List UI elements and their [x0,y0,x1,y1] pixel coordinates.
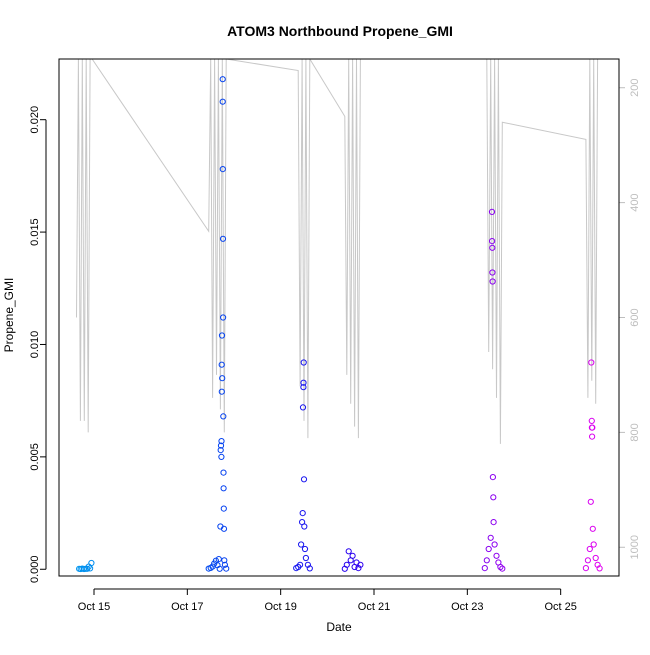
data-point [587,498,594,505]
x-tick-label: Oct 19 [264,601,296,613]
data-point [489,278,496,285]
data-point [490,519,497,526]
data-point [223,565,230,572]
data-point [584,557,592,564]
data-point [218,361,225,368]
x-tick-label: Oct 15 [78,601,110,613]
data-point [490,494,497,501]
chart-title: ATOM3 Northbound Propene_GMI [227,23,453,39]
data-point [485,545,492,553]
data-point [489,244,496,251]
data-point [483,557,490,564]
data-point [219,235,227,242]
data-point [219,98,226,105]
data-point [489,269,496,276]
data-point [489,238,496,245]
data-point [220,485,227,492]
data-point [301,523,308,530]
data-point [302,554,309,562]
y2-tick-label: 1000 [629,535,641,559]
data-point [217,442,225,449]
y-tick-label: 0.015 [29,218,41,246]
data-point [300,359,307,366]
x-tick-label: Oct 17 [171,601,203,613]
data-point [218,388,225,395]
data-point [301,545,309,553]
pressure-trace-layer [76,59,599,444]
y-tick-label: 0.010 [29,331,41,359]
y-axis-label: Propene_GMI [2,278,16,353]
data-point [355,565,362,572]
data-point [299,509,306,517]
data-point [588,417,595,424]
x-tick-label: Oct 25 [544,601,576,613]
data-point [590,541,597,548]
data-point [217,447,224,454]
data-point [589,433,596,440]
data-point [216,565,223,572]
data-point [357,561,364,568]
data-point [298,541,305,548]
y2-tick-label: 400 [629,193,641,211]
y-tick-label: 0.020 [29,106,41,134]
data-point [491,541,498,548]
points-layer [76,76,603,573]
data-point [220,505,227,512]
data-point [304,561,311,568]
y-tick-label: 0.005 [29,443,41,471]
data-point [345,548,352,555]
x-tick-label: Oct 23 [451,601,483,613]
pressure-line [76,59,599,444]
data-point [219,76,226,83]
data-point [220,413,227,420]
data-point [592,554,599,562]
data-point [588,359,595,366]
data-point [300,476,308,483]
data-point [221,557,228,564]
axes-layer: Oct 15 Oct 17 Oct 19 Oct 21 Oct 23 Oct 25 0.00… [29,79,641,614]
data-point [299,404,307,411]
data-point [586,545,593,553]
data-point [219,166,226,173]
data-point [215,556,222,563]
data-point [499,565,506,572]
x-axis-label: Date [326,620,352,634]
data-point [349,552,356,559]
data-point [497,563,504,571]
data-point [481,565,488,572]
data-point [596,565,603,572]
data-point [219,375,226,382]
data-point [589,525,596,532]
data-point [589,424,596,431]
y2-tick-label: 200 [629,79,641,97]
y-tick-label: 0.000 [29,555,41,583]
data-point [300,379,307,386]
data-point [493,552,500,559]
data-point [582,565,590,572]
plot-frame [58,58,620,577]
data-point [297,561,304,568]
data-point [343,561,350,568]
x-tick-label: Oct 21 [358,601,390,613]
data-point [489,474,496,481]
data-point [88,559,95,567]
data-point [221,561,228,568]
data-point [218,438,225,445]
data-point [487,534,494,541]
y2-tick-label: 600 [629,308,641,326]
y2-tick-label: 800 [629,423,641,441]
data-point [220,314,227,321]
data-point [218,453,225,460]
data-point [218,332,226,339]
data-point [300,384,307,391]
data-point [306,565,313,572]
data-point [488,208,496,215]
data-point [220,525,228,532]
data-point [220,469,227,476]
